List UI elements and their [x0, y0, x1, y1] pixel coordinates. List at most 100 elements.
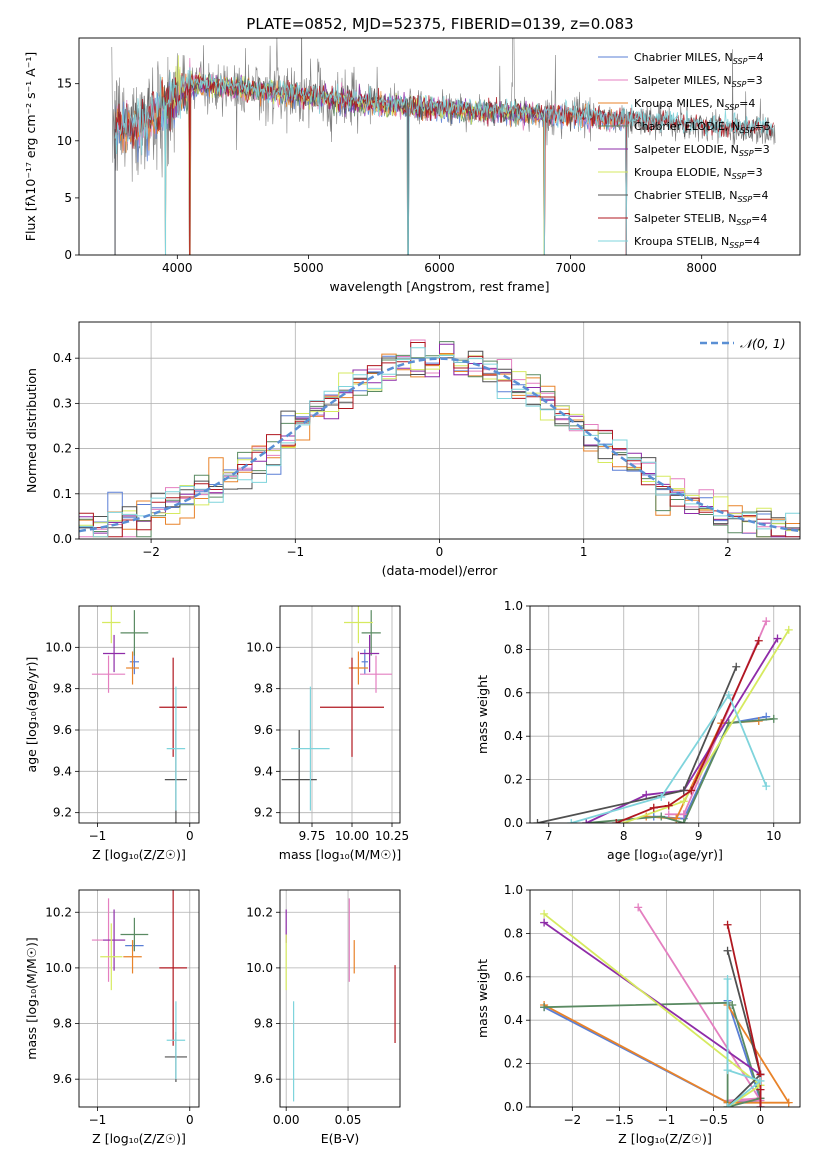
ticks-mass_vs_ebv: 0.00 0.05 9.6 9.8 10.0 10.2 — [246, 905, 361, 1127]
plus-marker — [754, 636, 763, 645]
ticks-spectrum: 4000 5000 6000 7000 8000 0 5 10 15 — [57, 77, 717, 275]
x-tick-label: −1 — [89, 829, 107, 843]
y-tick-label: 0.8 — [504, 926, 523, 940]
ticks-mass_vs_Z: −1 0 9.6 9.8 10.0 10.2 — [45, 905, 193, 1127]
y-axis-label: mass weight — [475, 675, 490, 754]
legend-label-suffix: =5 — [755, 120, 771, 133]
plus-marker — [567, 819, 576, 823]
spectrum-legend: Chabrier MILES, NSSP=4 Salpeter MILES, N S… — [598, 51, 771, 250]
data-point — [120, 610, 149, 656]
legend-label-text: Chabrier STELIB, N — [634, 189, 738, 202]
legend-label-suffix: =3 — [746, 74, 762, 87]
x-tick-label: 5000 — [293, 261, 324, 275]
legend-label-suffix: =3 — [746, 166, 762, 179]
plot-area-age_vs_Z — [91, 606, 187, 823]
x-tick-label: 10.00 — [335, 829, 369, 843]
legend-label-sub: SSP — [738, 195, 753, 204]
figure-title: PLATE=0852, MJD=52375, FIBERID=0139, z=0… — [246, 15, 633, 33]
x-tick-label: 8 — [620, 829, 628, 843]
legend-label-text: Kroupa ELODIE, N — [634, 166, 732, 179]
y-tick-label: 10.0 — [246, 640, 273, 654]
x-tick-label: 0.05 — [335, 1113, 362, 1127]
panel-age_vs_Z: −1 0 9.2 9.4 9.6 9.8 10.0 Z [log₁₀(Z/Z☉)] age [l… — [24, 605, 200, 862]
plus-marker — [679, 797, 688, 806]
y-tick-label: 9.6 — [53, 1072, 72, 1086]
y-tick-label: 10.2 — [45, 905, 72, 919]
x-axis-label: mass [log₁₀(M/M☉)] — [279, 847, 401, 862]
data-point — [360, 634, 380, 673]
y-tick-label: 0.3 — [53, 396, 72, 410]
data-point — [166, 686, 186, 811]
panel-residuals: −2 −1 0 1 2 0.0 0.1 0.2 0.3 0.4 (data-model)/error… — [24, 321, 801, 578]
y-tick-label: 0 — [64, 248, 72, 262]
x-tick-label: 10.25 — [375, 829, 409, 843]
grid-mass_vs_ebv — [280, 890, 400, 1107]
data-point — [100, 923, 123, 991]
x-tick-label: −1 — [89, 1113, 107, 1127]
legend-label: Salpeter ELODIE, NSSP=3 — [634, 143, 770, 158]
plus-marker — [642, 790, 651, 799]
x-tick-label: 9 — [695, 829, 703, 843]
y-tick-label: 0.8 — [504, 642, 523, 656]
plus-marker — [762, 782, 771, 791]
x-tick-label: −1 — [658, 1113, 676, 1127]
plus-marker — [724, 690, 733, 699]
x-tick-label: 1 — [580, 545, 588, 559]
y-tick-label: 9.4 — [53, 764, 72, 778]
x-tick-label: 2 — [724, 545, 732, 559]
x-tick-label: 0 — [186, 829, 194, 843]
x-tick-label: 6000 — [424, 261, 455, 275]
plus-marker — [664, 801, 673, 810]
plus-marker — [634, 903, 643, 912]
legend-label-text: Chabrier ELODIE, N — [634, 120, 740, 133]
data-point — [103, 909, 126, 971]
legend-label: Chabrier ELODIE, NSSP=5 — [634, 120, 771, 135]
plus-marker — [657, 812, 666, 821]
y-axis-label: Flux [fλ10⁻¹⁷ erg cm⁻² s⁻¹ A⁻¹] — [23, 52, 38, 241]
legend-label-suffix: =4 — [752, 189, 768, 202]
panel-mass_vs_Z: −1 0 9.6 9.8 10.0 10.2 Z [log₁₀(Z/Z☉)] mass [lo… — [24, 889, 200, 1146]
x-axis-label: Z [log₁₀(Z/Z☉)] — [92, 1131, 186, 1146]
legend-label-text: Kroupa MILES, N — [634, 97, 724, 110]
legend-label-text: Salpeter MILES, N — [634, 74, 732, 87]
x-axis-label: E(B-V) — [321, 1131, 360, 1146]
data-point — [91, 655, 126, 693]
y-tick-label: 9.2 — [254, 806, 273, 820]
data-point — [166, 1001, 186, 1080]
plot-area-mass_vs_ebv — [285, 898, 396, 1102]
series-line-kroupa-miles — [543, 1004, 791, 1104]
plus-marker — [723, 946, 732, 955]
plot-area-spectrum — [111, 38, 776, 255]
legend-label: Chabrier MILES, NSSP=4 — [634, 51, 764, 66]
legend-label-suffix: =4 — [744, 235, 760, 248]
axes-frame — [279, 889, 401, 1108]
grid-age_vs_Z — [79, 606, 199, 823]
data-point — [281, 730, 317, 823]
y-tick-label: 0.0 — [53, 532, 72, 546]
x-tick-label: 7000 — [555, 261, 586, 275]
data-point — [320, 657, 384, 757]
plus-marker — [762, 617, 771, 626]
plus-marker — [784, 1098, 793, 1107]
data-point — [103, 634, 126, 673]
series-line-kroupa-stelib — [571, 693, 768, 823]
plus-marker — [540, 1003, 549, 1012]
plus-marker — [773, 634, 782, 643]
plus-marker — [657, 792, 666, 801]
plot-area-age_vs_mass — [281, 606, 392, 823]
legend-label-suffix: =4 — [751, 212, 767, 225]
ticks-residuals: −2 −1 0 1 2 0.0 0.1 0.2 0.3 0.4 — [53, 351, 732, 559]
plus-marker — [769, 714, 778, 723]
panel-mass_weight_vs_Z: −2 −1.5 −1 −0.5 0 0.0 0.2 0.4 0.6 0.8 1.0 Z [log₁₀(… — [475, 883, 801, 1146]
legend-label: Chabrier STELIB, NSSP=4 — [634, 189, 768, 204]
plot-area-mass_weight_vs_age — [533, 617, 793, 823]
legend-label-suffix: =3 — [754, 143, 770, 156]
y-tick-label: 0.2 — [504, 773, 523, 787]
y-tick-label: 9.8 — [254, 1017, 273, 1031]
x-tick-label: 7 — [545, 829, 553, 843]
y-tick-label: 1.0 — [504, 599, 523, 613]
series-line-kroupa-stelib — [726, 979, 763, 1107]
axes-frame — [78, 321, 801, 540]
x-tick-label: 0.00 — [273, 1113, 300, 1127]
y-axis-label: age [log₁₀(age/yr)] — [24, 657, 39, 773]
